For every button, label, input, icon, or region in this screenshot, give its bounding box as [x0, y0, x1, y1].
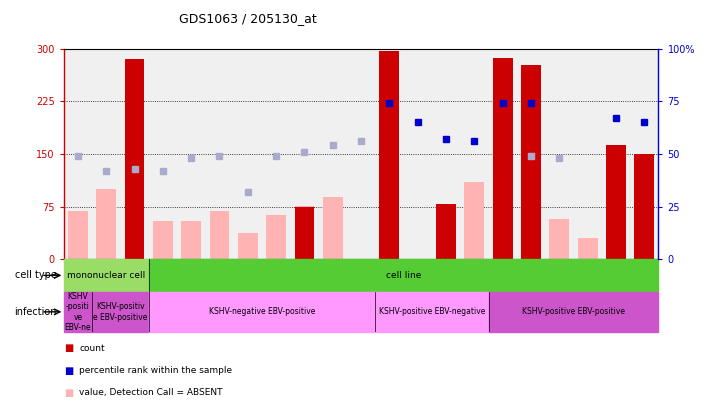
- Text: GDS1063 / 205130_at: GDS1063 / 205130_at: [179, 12, 316, 25]
- Bar: [181, 221, 201, 259]
- Bar: [64, 259, 149, 292]
- Bar: [96, 189, 116, 259]
- Bar: [436, 204, 456, 259]
- Text: value, Detection Call = ABSENT: value, Detection Call = ABSENT: [79, 388, 223, 397]
- Bar: [149, 259, 658, 292]
- Text: KSHV
-positi
ve
EBV-ne: KSHV -positi ve EBV-ne: [64, 292, 91, 332]
- Bar: [521, 66, 541, 259]
- Text: ■: ■: [64, 366, 73, 375]
- Bar: [125, 219, 144, 259]
- Text: KSHV-negative EBV-positive: KSHV-negative EBV-positive: [209, 307, 315, 316]
- Bar: [153, 221, 173, 259]
- Text: count: count: [79, 344, 105, 353]
- Bar: [578, 238, 598, 259]
- Bar: [295, 207, 314, 259]
- Bar: [489, 292, 658, 332]
- Bar: [64, 292, 92, 332]
- Text: KSHV-positive EBV-negative: KSHV-positive EBV-negative: [379, 307, 485, 316]
- Bar: [238, 232, 258, 259]
- Bar: [549, 219, 569, 259]
- Bar: [493, 58, 513, 259]
- Text: mononuclear cell: mononuclear cell: [67, 271, 145, 280]
- Bar: [634, 154, 654, 259]
- Bar: [92, 292, 149, 332]
- Text: KSHV-positive EBV-positive: KSHV-positive EBV-positive: [522, 307, 625, 316]
- Text: KSHV-positiv
e EBV-positive: KSHV-positiv e EBV-positive: [93, 302, 147, 322]
- Text: percentile rank within the sample: percentile rank within the sample: [79, 366, 232, 375]
- Text: ■: ■: [64, 388, 73, 398]
- Text: infection: infection: [14, 307, 57, 317]
- Bar: [266, 215, 286, 259]
- Text: cell line: cell line: [386, 271, 421, 280]
- Bar: [323, 197, 343, 259]
- Bar: [606, 145, 626, 259]
- Bar: [149, 292, 375, 332]
- Bar: [464, 182, 484, 259]
- Bar: [295, 206, 314, 259]
- Bar: [68, 211, 88, 259]
- Text: cell type: cell type: [15, 271, 57, 280]
- Bar: [379, 51, 399, 259]
- Bar: [210, 211, 229, 259]
- Bar: [125, 59, 144, 259]
- Bar: [375, 292, 489, 332]
- Text: ■: ■: [64, 343, 73, 353]
